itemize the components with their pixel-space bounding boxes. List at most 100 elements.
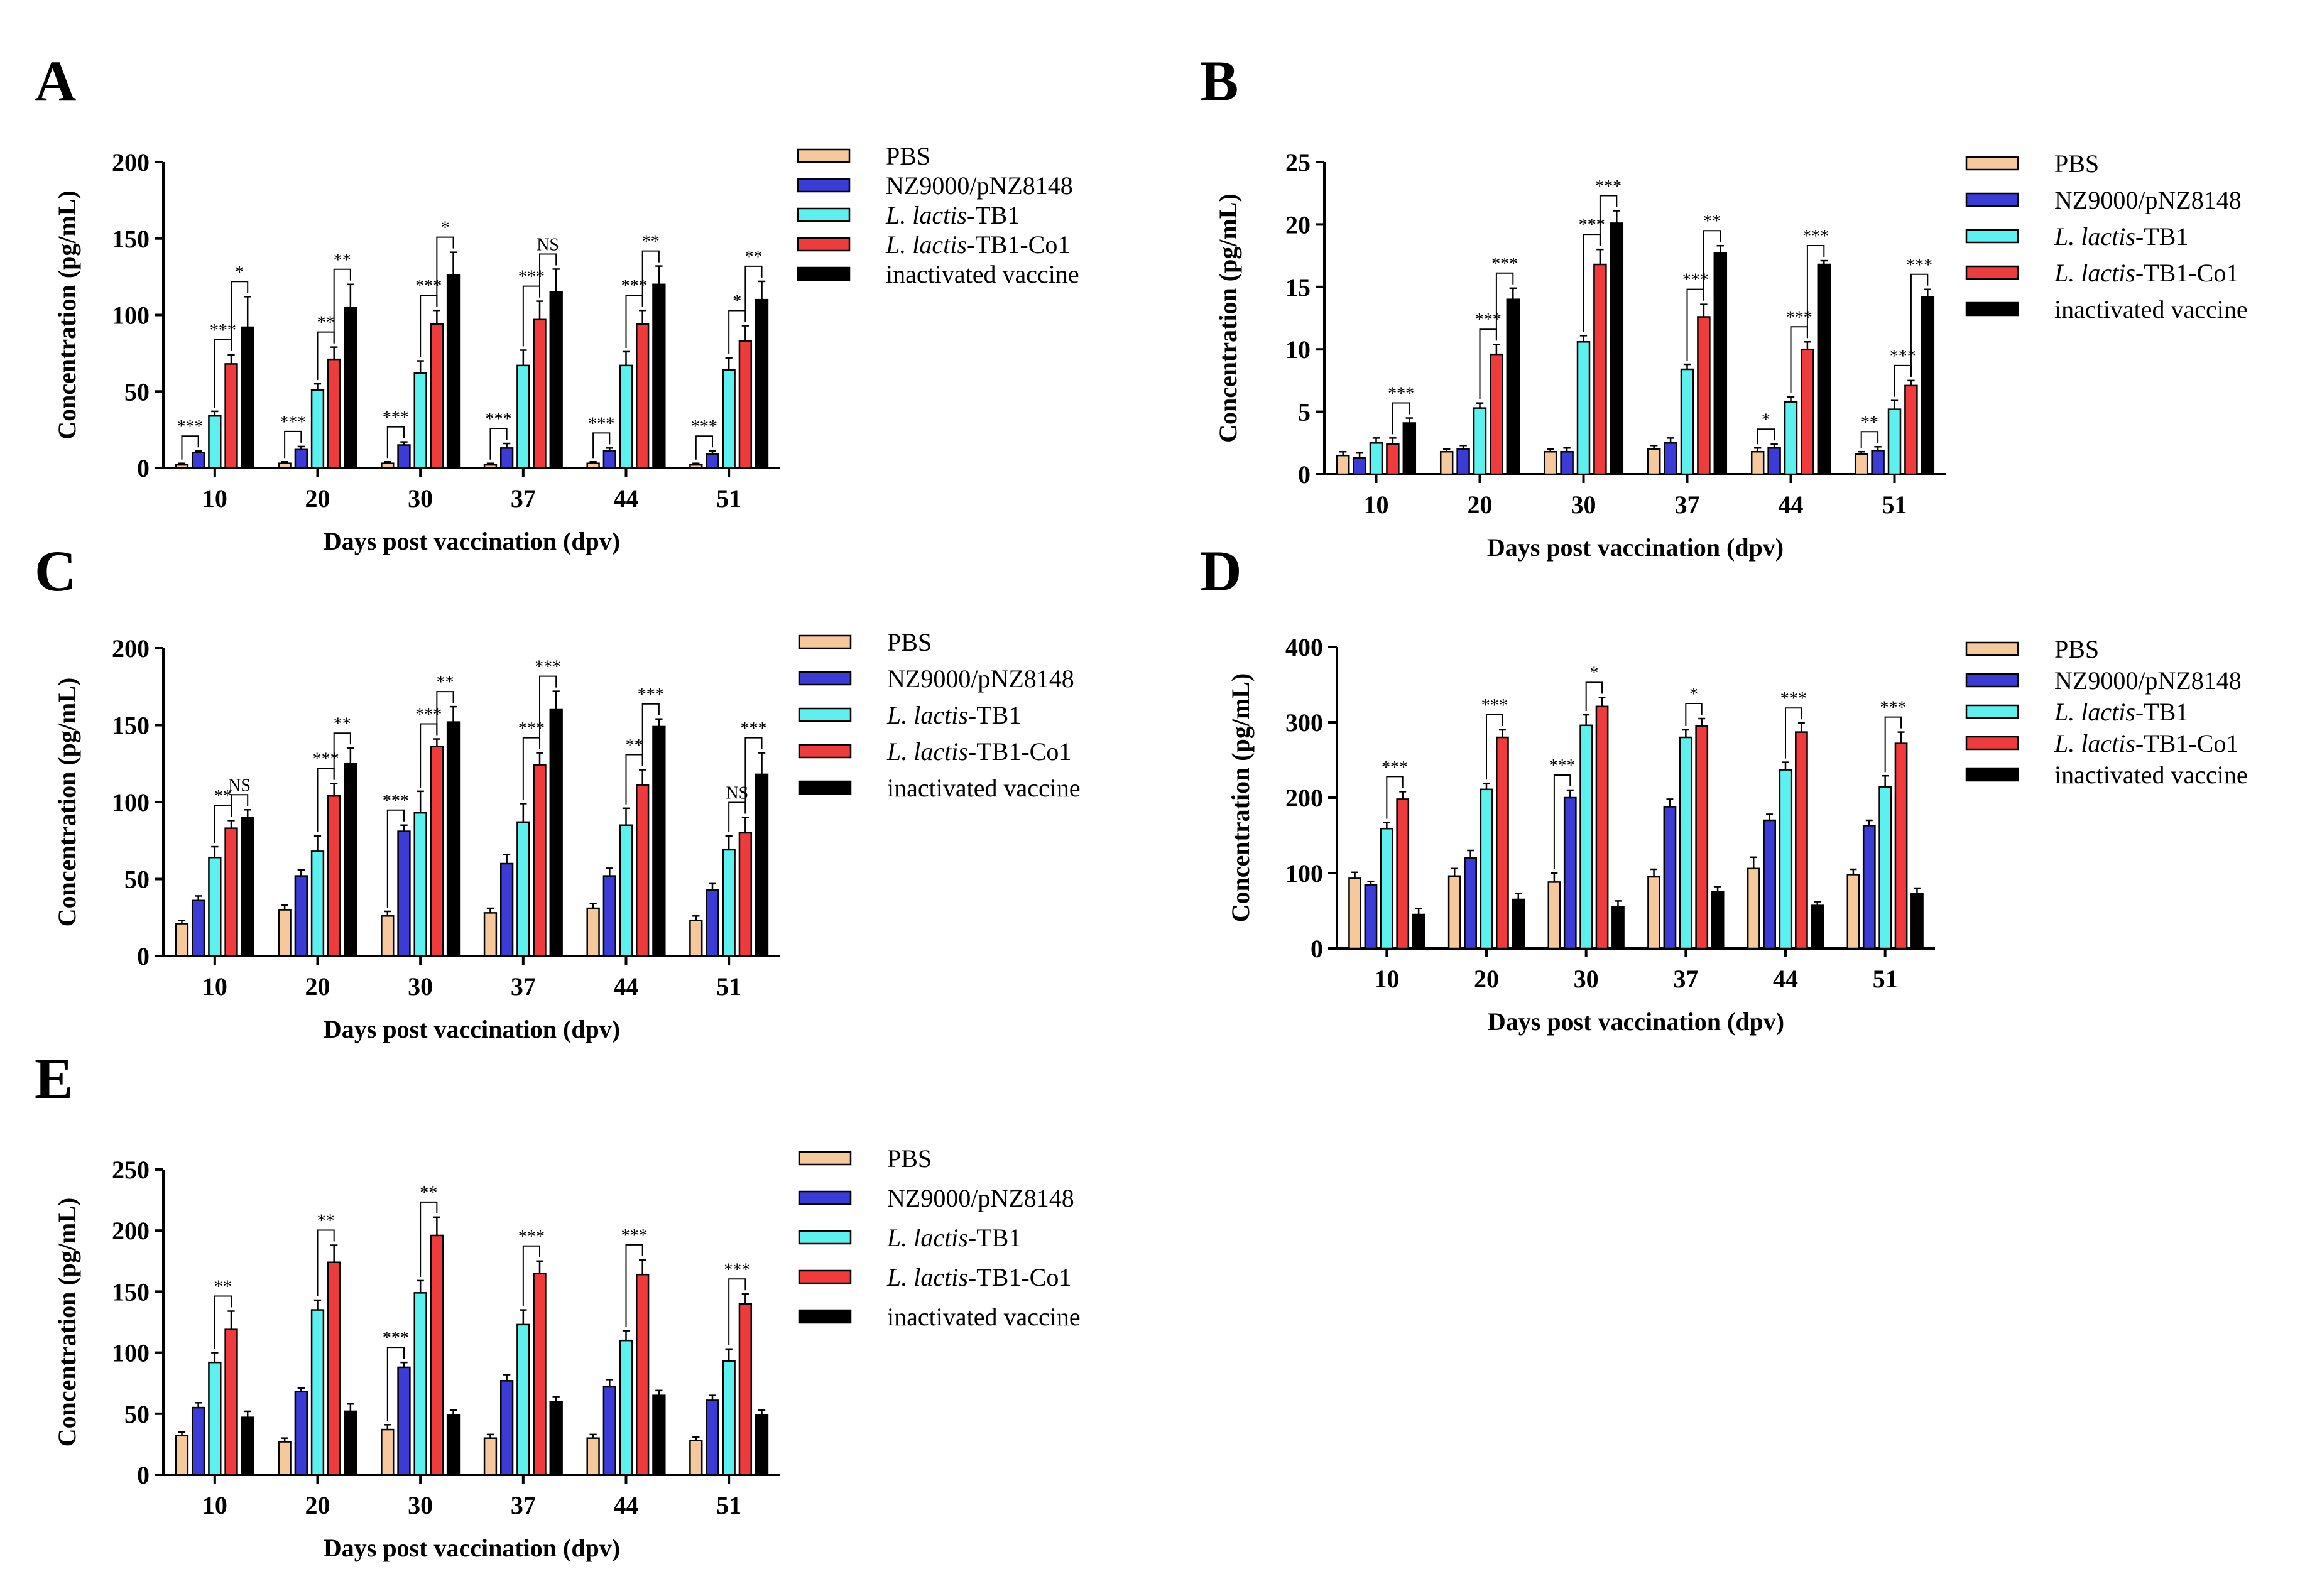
significance-label: *** (1880, 698, 1906, 718)
significance-label: *** (1786, 308, 1812, 327)
bar-pbs-30 (381, 462, 395, 469)
bar-co1-51 (738, 340, 753, 469)
significance-label: *** (1475, 310, 1502, 330)
significance-label: ** (436, 673, 454, 692)
bar-pbs-51 (689, 920, 703, 957)
panel-a: A 0 50 100 150 200 10 20 30 37 44 51 Days post vacci… (35, 49, 1079, 555)
bar-pbs-30 (1543, 450, 1557, 475)
significance-label: *** (1802, 227, 1829, 246)
bar-co1-44 (1801, 348, 1814, 475)
y-axis-title: Concentration (pg/mL) (1214, 193, 1242, 443)
significance-bracket (1910, 273, 1929, 377)
bar-co1-51 (738, 832, 753, 957)
bar-nz-30 (1560, 450, 1574, 475)
bar-pbs-37 (1647, 448, 1661, 475)
bar-tb1-10 (208, 415, 222, 469)
significance-label: *** (1382, 757, 1408, 777)
bar-co1-30 (1595, 705, 1609, 950)
panel-e: E 0 50 100 150 200 250 10 20 30 37 44 51 Days post va… (35, 1046, 1081, 1562)
legend-label-co1: L. lactis-TB1-Co1 (2054, 729, 2238, 757)
bar-tb1-51 (722, 369, 736, 469)
bar-pbs-37 (1647, 876, 1660, 950)
bar-nz-10 (1353, 457, 1366, 475)
bar-inact-30 (446, 1414, 461, 1476)
y-tick-label: 20 (1285, 210, 1311, 239)
bar-nz-44 (602, 1386, 616, 1476)
panel-c: C 0 50 100 150 200 10 20 30 37 44 51 Days post vacci… (35, 539, 1081, 1043)
significance-label: *** (1388, 384, 1414, 404)
bar-nz-10 (191, 899, 205, 957)
bar-co1-51 (1904, 384, 1918, 475)
bar-co1-20 (327, 795, 341, 957)
bar-inact-51 (755, 1414, 769, 1476)
significance-bracket (728, 1278, 746, 1345)
bar-inact-30 (1611, 906, 1625, 950)
bar-tb1-20 (1480, 788, 1493, 950)
bar-nz-30 (397, 830, 411, 957)
significance-label: *** (740, 719, 766, 739)
bar-nz-20 (294, 1391, 308, 1476)
significance-bracket (592, 432, 611, 459)
bar-co1-30 (430, 323, 444, 469)
y-tick-label: 0 (1311, 935, 1323, 963)
x-tick-label: 44 (1779, 491, 1804, 519)
y-tick-label: 100 (112, 301, 150, 330)
y-tick-label: 100 (112, 1339, 150, 1367)
y-axis-title: Concentration (pg/mL) (53, 1198, 81, 1447)
x-tick-label: 44 (614, 1491, 639, 1519)
bar-nz-37 (499, 1380, 514, 1476)
y-axis-title: Concentration (pg/mL) (1226, 673, 1255, 923)
significance-label: ** (214, 786, 232, 806)
legend-swatch-pbs (797, 148, 851, 163)
bar-inact-20 (1512, 898, 1525, 950)
significance-bracket (231, 794, 249, 817)
x-tick-label: 10 (202, 484, 227, 513)
significance-label: *** (588, 414, 614, 433)
bar-inact-20 (1506, 298, 1520, 475)
y-tick-label: 15 (1285, 273, 1311, 301)
significance-label: *** (383, 791, 409, 811)
x-tick-label: 30 (1571, 491, 1596, 519)
bar-inact-30 (1610, 222, 1624, 475)
bar-tb1-10 (208, 1361, 222, 1476)
significance-label: * (1689, 685, 1698, 704)
significance-bracket (539, 253, 557, 298)
legend-swatch-nz (1965, 192, 2019, 207)
bar-nz-20 (1464, 857, 1477, 950)
legend-swatch-co1 (1965, 265, 2019, 280)
bar-tb1-51 (1878, 786, 1892, 950)
significance-label: *** (415, 705, 442, 725)
bar-tb1-44 (1779, 769, 1792, 950)
significance-bracket (284, 430, 302, 459)
bar-tb1-10 (208, 856, 222, 957)
legend-label-pbs: PBS (2054, 635, 2099, 663)
bar-nz-51 (706, 889, 719, 957)
significance-label: * (1589, 663, 1598, 683)
bar-tb1-37 (1679, 736, 1692, 950)
bar-co1-37 (533, 764, 547, 957)
y-tick-label: 10 (1285, 335, 1311, 364)
bar-co1-20 (327, 358, 341, 469)
significance-bracket (625, 1244, 643, 1327)
legend-swatch-co1 (798, 744, 852, 759)
bar-pbs-30 (381, 915, 395, 957)
bar-nz-37 (499, 447, 514, 469)
bar-tb1-37 (516, 821, 530, 957)
bar-co1-51 (738, 1303, 753, 1476)
bar-inact-20 (344, 763, 357, 957)
significance-bracket (386, 426, 405, 459)
significance-bracket (420, 1201, 438, 1277)
bar-inact-30 (446, 721, 461, 957)
legend-swatch-co1 (798, 1269, 852, 1284)
legend-swatch-co1 (797, 237, 851, 252)
y-tick-label: 100 (1285, 859, 1323, 888)
significance-bracket (1486, 714, 1503, 780)
x-tick-label: 37 (511, 484, 536, 513)
panel-letter: E (35, 1046, 73, 1110)
bar-pbs-44 (586, 462, 600, 469)
bar-co1-44 (1795, 731, 1808, 950)
bar-inact-20 (344, 1410, 357, 1476)
